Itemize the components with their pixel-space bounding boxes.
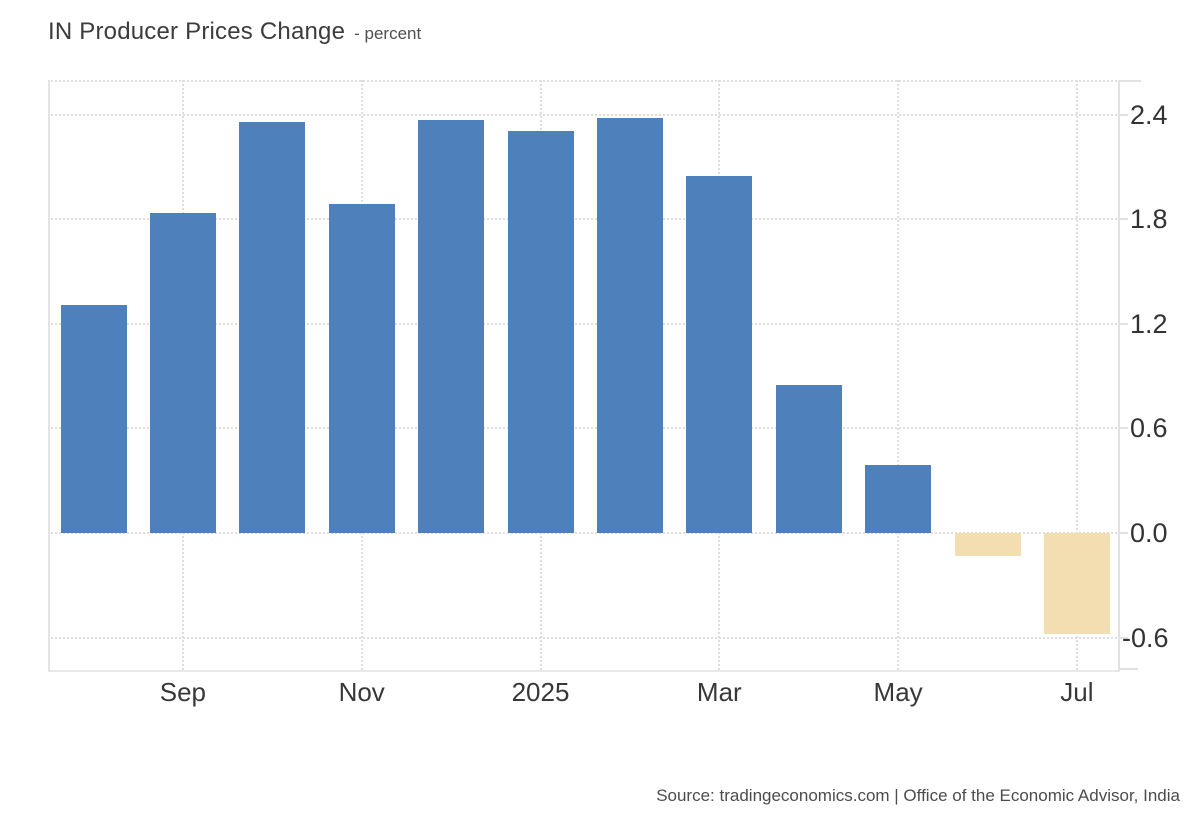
y-axis-tick-0-0 [1119, 532, 1128, 534]
y-axis-label: 1.2 [1130, 308, 1168, 339]
bar-apr-2025[interactable] [775, 384, 842, 533]
bar-jul-2025[interactable] [1043, 533, 1110, 635]
bar-nov-2024[interactable] [328, 203, 395, 533]
gridline-y-1-8 [48, 218, 1120, 221]
y-axis-tick-2-4 [1119, 113, 1128, 116]
bar-jun-2025[interactable] [954, 533, 1021, 556]
bar-sep-2024[interactable] [149, 212, 216, 533]
axis-corner-tick-top [1120, 80, 1141, 82]
bar-aug-2024[interactable] [60, 304, 127, 533]
gridline-y-1-2 [48, 322, 1120, 325]
source-attribution: Source: tradingeconomics.com | Office of… [656, 786, 1180, 805]
bar-oct-2024[interactable] [239, 121, 306, 533]
y-axis-tick-1-8 [1119, 218, 1128, 221]
bar-jan-2025[interactable] [507, 130, 574, 533]
gridline-y-0-6 [48, 427, 1120, 430]
chart-title: IN Producer Prices Change [48, 18, 346, 45]
gridline-x-jul [1075, 80, 1078, 670]
gridline-y-0-0 [48, 532, 1120, 534]
bar-mar-2025[interactable] [686, 175, 753, 533]
bar-may-2025[interactable] [865, 465, 932, 533]
y-axis-label: 0.0 [1130, 518, 1168, 548]
gridline-x-may [897, 80, 900, 670]
x-axis-label: Mar [696, 677, 742, 707]
chart-subtitle: - percent [354, 24, 422, 43]
chart-header: IN Producer Prices Change - percent [48, 18, 421, 46]
bar-feb-2025[interactable] [596, 118, 663, 533]
y-axis-label: 2.4 [1130, 99, 1168, 130]
x-axis-label: Sep [159, 677, 207, 707]
gridline-y-2-4 [48, 113, 1120, 116]
y-axis-tick-1-2 [1119, 322, 1128, 325]
y-axis-label: 1.8 [1130, 204, 1168, 235]
x-axis-label: Jul [1060, 677, 1094, 707]
plot-area [48, 80, 1120, 672]
y-axis-tick--0-6 [1119, 636, 1128, 639]
x-axis-label: Nov [338, 677, 385, 707]
x-axis-label: May [873, 677, 923, 707]
bar-dec-2024[interactable] [418, 120, 485, 533]
y-axis-label: 0.6 [1130, 413, 1168, 444]
y-axis-label: -0.6 [1122, 622, 1169, 653]
x-axis-label: 2025 [511, 677, 570, 707]
axis-corner-tick-bottom [1120, 668, 1138, 670]
y-axis-tick-0-6 [1119, 427, 1128, 430]
gridline-y--0-6 [48, 636, 1120, 639]
